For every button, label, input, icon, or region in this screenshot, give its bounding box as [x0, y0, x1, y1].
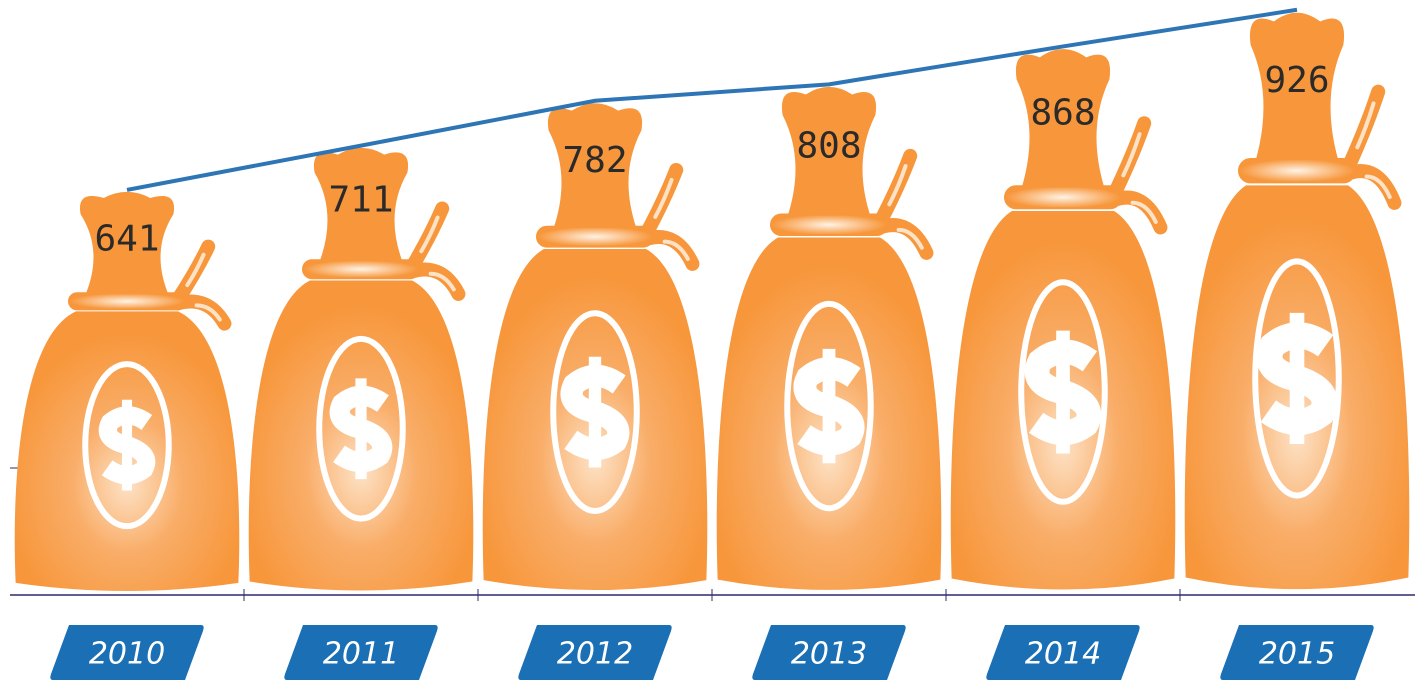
year-label: 2011: [323, 637, 399, 672]
value-label: 782: [562, 140, 627, 181]
year-label: 2010: [89, 637, 165, 672]
year-label: 2015: [1259, 637, 1335, 672]
bag-band: [537, 227, 653, 247]
bag-band: [1005, 186, 1121, 208]
year-label: 2014: [1025, 637, 1101, 672]
labels: 641 2010 711 2011 782 2012 808 2013 868 2014 926 20…: [50, 60, 1373, 680]
value-label: 808: [796, 126, 861, 167]
chart: 641 2010 711 2011 782 2012 808 2013 868 2014 926 20…: [0, 0, 1424, 693]
bag-band: [771, 215, 887, 235]
value-label: 868: [1030, 92, 1095, 133]
bag-band: [1239, 159, 1355, 182]
bag-band: [69, 293, 185, 309]
bag-band: [303, 260, 419, 278]
value-label: 926: [1264, 60, 1329, 101]
value-label: 641: [94, 219, 159, 260]
year-label: 2012: [557, 637, 633, 672]
bags: [15, 13, 1410, 601]
value-label: 711: [328, 180, 393, 221]
year-label: 2013: [791, 637, 867, 672]
